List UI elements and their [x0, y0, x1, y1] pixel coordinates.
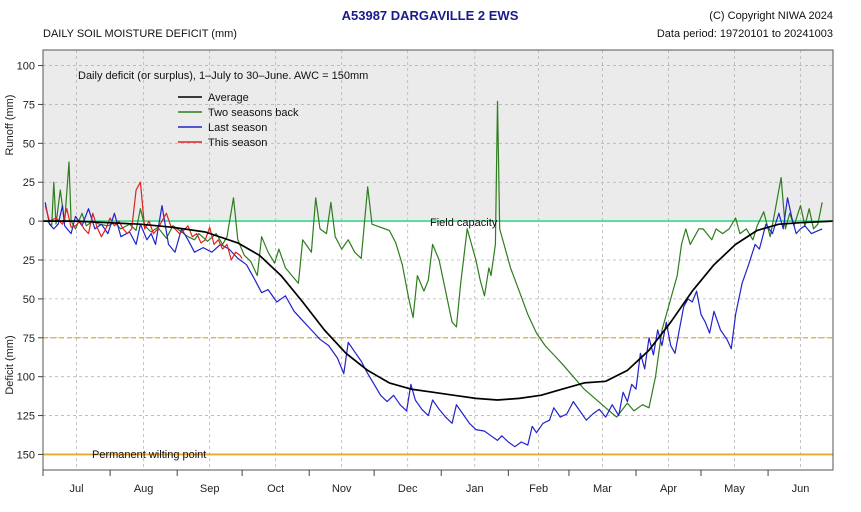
x-tick-label-jan: Jan	[466, 483, 484, 495]
series-lines	[43, 100, 834, 448]
reference-lines	[43, 220, 833, 456]
chart-subtitle: DAILY SOIL MOISTURE DEFICIT (mm)	[43, 28, 237, 40]
x-tick-label-mar: Mar	[593, 483, 612, 495]
legend-label-average: Average	[208, 92, 249, 104]
y-tick-label: 100	[17, 61, 35, 73]
x-tick-label-dec: Dec	[398, 483, 418, 495]
copyright: (C) Copyright NIWA 2024	[709, 10, 833, 22]
plot-area: 100 75 50 25 0 25 50 75 100 125 150 Jul Aug Sep Oct No…	[17, 49, 834, 495]
y-tick-label: 50	[23, 138, 35, 150]
x-tick-label-aug: Aug	[134, 483, 154, 495]
y-tick-label: 150	[17, 449, 35, 461]
field-capacity-label: Field capacity	[430, 217, 498, 229]
x-tick-label-sep: Sep	[200, 483, 220, 495]
chart-description: Daily deficit (or surplus), 1–July to 30…	[78, 70, 368, 82]
series-line-average	[43, 220, 834, 401]
y-tick-label: 50	[23, 294, 35, 306]
legend-label-last-season: Last season	[208, 122, 267, 134]
x-tick-label-feb: Feb	[529, 483, 548, 495]
x-tick-label-apr: Apr	[660, 483, 677, 495]
y-tick-label: 75	[23, 333, 35, 345]
x-tick-label-jul: Jul	[70, 483, 84, 495]
y-axis-label-upper: Runoff (mm)	[4, 95, 16, 156]
x-tick-label-oct: Oct	[267, 483, 284, 495]
y-axis: 100 75 50 25 0 25 50 75 100 125 150	[17, 61, 43, 461]
legend-label-two-seasons-back: Two seasons back	[208, 107, 299, 119]
legend: Average Two seasons back Last season Thi…	[178, 92, 299, 149]
x-tick-label-jun: Jun	[792, 483, 810, 495]
y-tick-label: 125	[17, 411, 35, 423]
x-tick-label-nov: Nov	[332, 483, 352, 495]
series-line-two-seasons-back	[46, 100, 823, 418]
legend-label-this-season: This season	[208, 137, 267, 149]
y-axis-label-lower: Deficit (mm)	[4, 335, 16, 394]
x-axis: Jul Aug Sep Oct Nov Dec Jan Feb Mar Apr May Jun	[42, 470, 810, 495]
chart-title: A53987 DARGAVILLE 2 EWS	[342, 8, 519, 23]
y-tick-label: 25	[23, 177, 35, 189]
series-line-last-season	[44, 197, 823, 448]
x-tick-label-may: May	[724, 483, 745, 495]
y-tick-label: 100	[17, 372, 35, 384]
y-tick-label: 0	[29, 216, 35, 228]
data-period: Data period: 19720101 to 20241003	[657, 28, 833, 40]
upper-band	[43, 50, 833, 222]
wilting-point-label: Permanent wilting point	[92, 449, 206, 461]
y-tick-label: 75	[23, 99, 35, 111]
y-tick-label: 25	[23, 255, 35, 267]
